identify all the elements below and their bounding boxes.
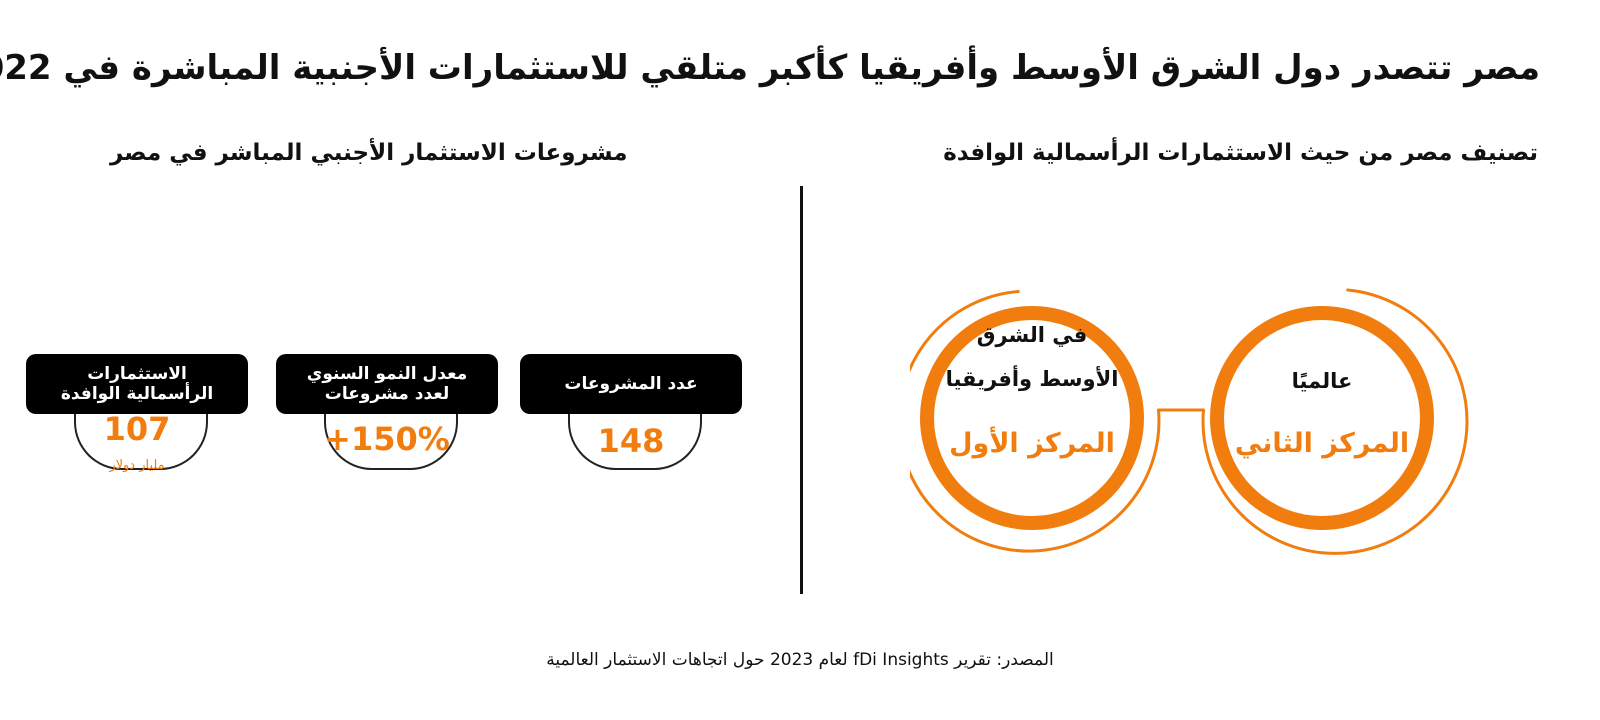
stat-card-capital-investment: الاستثمارات الرأسمالية الوافدة 107 مليار… [26,354,248,490]
main-title: مصر تتصدر دول الشرق الأوسط وأفريقيا كأكب… [0,48,1540,88]
source-note: المصدر: تقرير fDi Insights لعام 2023 حول… [546,650,1054,670]
stat-card-growth-rate: معدل النمو السنوي لعدد مشروعات +150% [276,354,498,490]
stat-label-line1: الاستثمارات [87,364,187,384]
stat-label-line1: معدل النمو السنوي [306,364,468,384]
regional-ring [920,306,1144,530]
stat-label-projects-count: عدد المشروعات [520,354,742,414]
stat-label-line2: لعدد مشروعات [324,384,450,404]
stat-value-projects-count: 148 [597,422,665,460]
projects-section-title: مشروعات الاستثمار الأجنبي المباشر في مصر [110,140,628,166]
stat-label-capital-investment: الاستثمارات الرأسمالية الوافدة [26,354,248,414]
global-rank-label: عالميًا [1291,369,1353,393]
outer-ring-right [1201,288,1469,555]
stat-value-capital-investment: 107 [103,410,171,448]
stat-unit-capital-investment: مليار دولار [109,458,165,473]
outer-ring-left [897,290,1161,553]
global-ring [1210,306,1434,530]
ranking-section-title: تصنيف مصر من حيث الاستثمارات الرأسمالية … [943,140,1538,166]
regional-line1: في الشرق [976,323,1088,347]
rings-graphic [897,288,1469,555]
global-rank-value: المركز الثاني [1234,428,1410,459]
regional-line2: الأوسط وأفريقيا [945,367,1119,391]
stat-label-growth-rate: معدل النمو السنوي لعدد مشروعات [276,354,498,414]
ranking-rings: في الشرق الأوسط وأفريقيا المركز الأول عا… [897,278,1470,578]
stat-value-growth-rate: +150% [324,420,450,458]
regional-rank-label: في الشرق الأوسط وأفريقيا [932,320,1132,394]
section-divider [800,186,803,594]
regional-rank-value: المركز الأول [949,428,1115,459]
stat-label-line2: الرأسمالية الوافدة [60,384,214,404]
stat-card-projects-count: عدد المشروعات 148 [520,354,742,490]
